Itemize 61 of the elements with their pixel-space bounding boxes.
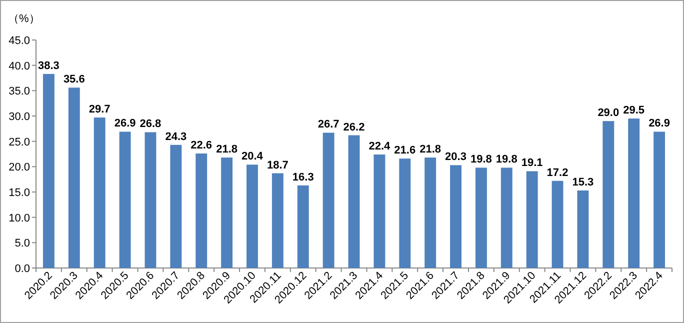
data-label: 29.7 [88,104,110,116]
bar [374,154,386,268]
bar [297,185,309,268]
y-tick-label: 15.0 [8,187,30,199]
data-label: 26.9 [648,118,670,130]
data-label: 21.8 [420,144,442,156]
data-label: 26.2 [343,121,365,134]
y-tick-label: 25.0 [8,136,30,148]
bar [272,173,284,268]
data-label: 29.5 [623,104,645,117]
data-label: 22.4 [368,140,392,153]
data-label: 21.6 [394,144,416,157]
data-label: 26.8 [140,118,162,130]
data-label: 18.7 [266,159,288,172]
bar [68,88,80,268]
y-tick-label: 5.0 [14,238,30,250]
y-tick-label: 40.0 [8,60,30,72]
data-label: 17.2 [546,166,568,179]
bar [526,171,538,268]
bar [144,132,156,268]
bar [552,180,564,268]
bar [399,158,411,268]
bar [94,118,106,268]
bar [475,168,487,268]
data-label: 24.3 [165,130,187,143]
bar [424,158,436,268]
data-label: 21.8 [216,144,238,156]
y-tick-label: 10.0 [8,212,30,224]
y-tick-label: 0.0 [14,263,30,275]
y-tick-label: 20.0 [8,162,30,174]
data-label: 20.4 [242,150,264,163]
data-label: 16.3 [292,171,314,184]
y-axis-title: （%） [8,13,40,25]
data-label: 19.8 [496,154,518,166]
y-tick-label: 35.0 [8,86,30,98]
data-label: 26.9 [114,118,136,130]
bar [450,165,462,268]
bar [602,121,614,268]
bar [170,144,182,268]
y-tick-label: 45.0 [8,35,30,47]
bar [221,158,233,268]
bar [196,153,208,268]
data-label: 26.7 [318,118,340,131]
bar [246,164,258,268]
data-label: 22.6 [190,139,212,152]
data-label: 19.1 [521,157,543,170]
data-label: 29.0 [598,107,620,120]
data-label: 38.3 [38,60,60,72]
data-label: 35.6 [63,74,85,86]
bar [628,118,640,268]
bar [654,132,666,268]
bar [42,74,54,268]
bar [119,132,131,268]
data-label: 15.3 [572,176,594,188]
bar [500,168,512,268]
bar [322,132,334,268]
bar [577,190,589,268]
data-label: 19.8 [470,154,492,166]
data-label: 20.3 [445,151,466,164]
y-tick-label: 30.0 [8,111,30,123]
bar [348,135,360,268]
